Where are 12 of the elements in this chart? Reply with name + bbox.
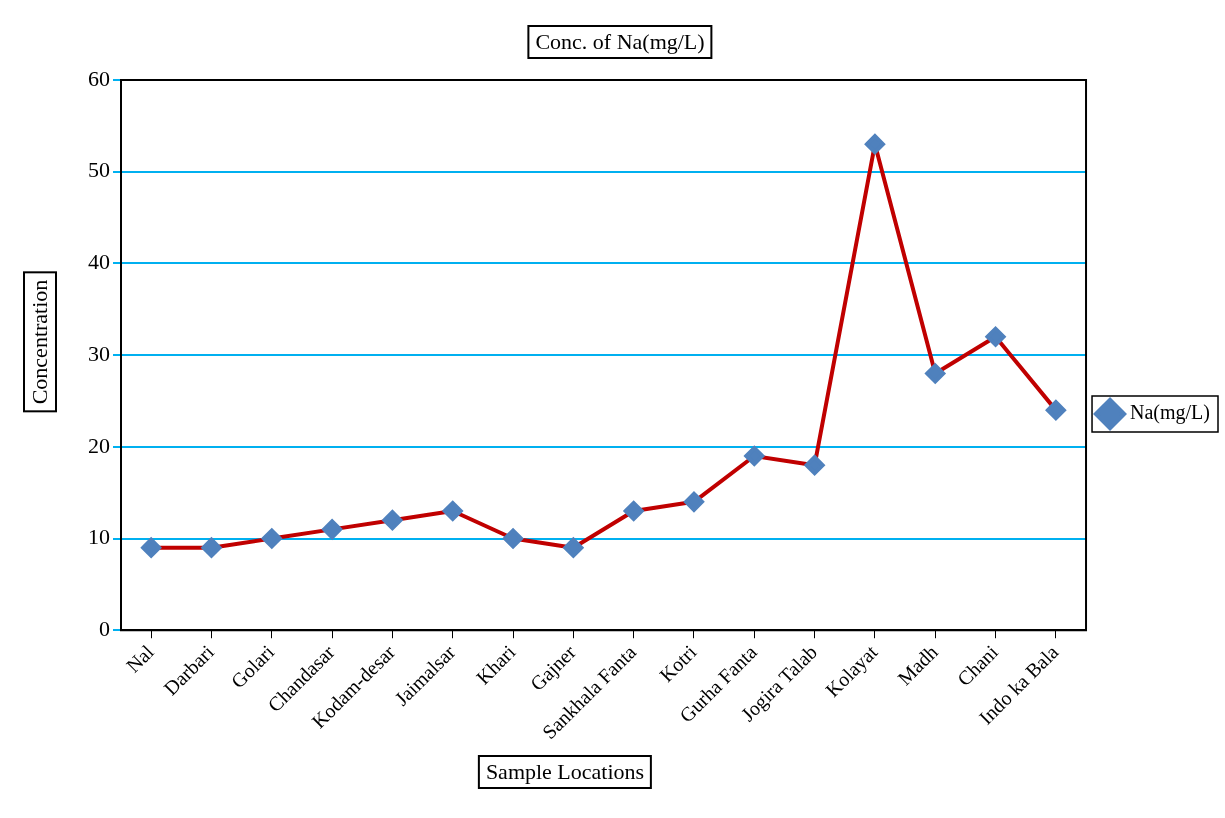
x-tick-label: Nal bbox=[121, 640, 158, 677]
y-tick-label: 0 bbox=[99, 616, 110, 642]
y-tick-label: 10 bbox=[88, 524, 110, 550]
chart-title: Conc. of Na(mg/L) bbox=[527, 25, 713, 59]
legend-label: Na(mg/L) bbox=[1130, 401, 1211, 425]
y-tick-label: 30 bbox=[88, 340, 110, 366]
y-tick-label: 40 bbox=[88, 249, 110, 275]
x-axis-title: Sample Locations bbox=[477, 755, 653, 789]
y-tick-label: 60 bbox=[88, 65, 110, 91]
y-tick-label: 50 bbox=[88, 157, 110, 183]
y-axis-title: Concentration bbox=[23, 271, 57, 413]
y-tick-label: 20 bbox=[88, 432, 110, 458]
